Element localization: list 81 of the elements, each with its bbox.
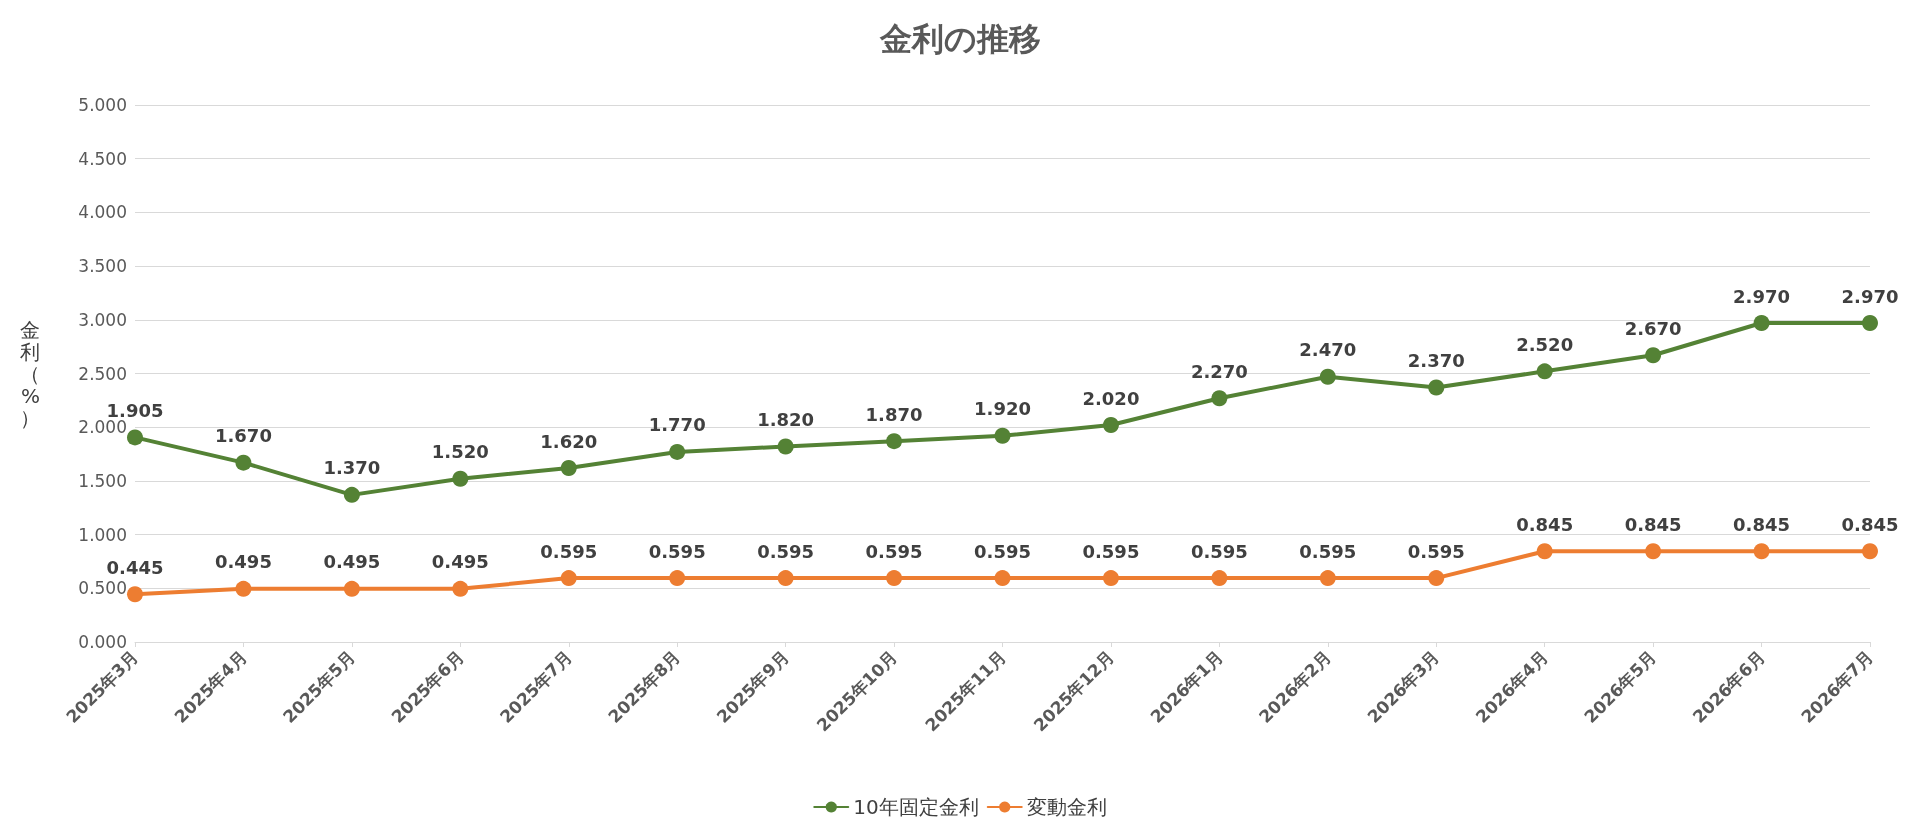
data-label: 0.495 xyxy=(214,551,272,573)
point xyxy=(1753,315,1770,332)
y-tick-label: 3.500 xyxy=(78,256,127,277)
data-label: 0.445 xyxy=(106,556,164,578)
point xyxy=(886,570,903,587)
point xyxy=(994,427,1011,444)
y-tick-label: 4.500 xyxy=(78,148,127,169)
data-label: 2.270 xyxy=(1190,360,1248,382)
data-label: 2.970 xyxy=(1733,285,1791,307)
data-label: 0.595 xyxy=(648,540,706,562)
data-label: 0.845 xyxy=(1624,513,1682,535)
data-label: 0.595 xyxy=(1407,540,1465,562)
point xyxy=(560,460,577,477)
point xyxy=(343,486,360,503)
point xyxy=(127,429,143,446)
point xyxy=(560,570,577,587)
data-label: 0.595 xyxy=(757,540,815,562)
y-tick-label: 0.500 xyxy=(78,578,127,599)
point xyxy=(343,580,360,597)
data-label: 1.770 xyxy=(648,414,706,436)
point xyxy=(1536,363,1553,380)
point xyxy=(452,470,469,487)
y-axis-title: 金利（%） xyxy=(20,317,40,430)
y-tick-label: 0.000 xyxy=(78,632,127,652)
point xyxy=(777,438,794,455)
data-label: 2.020 xyxy=(1082,387,1140,409)
y-tick-label: 1.500 xyxy=(78,470,127,491)
legend-label: 変動金利 xyxy=(1026,795,1107,819)
data-label: 0.595 xyxy=(1190,540,1248,562)
point xyxy=(1319,368,1336,385)
data-label: 2.370 xyxy=(1407,349,1465,371)
data-label: 0.845 xyxy=(1516,513,1574,535)
data-label: 0.595 xyxy=(974,540,1031,562)
point xyxy=(1102,417,1119,434)
data-label: 2.470 xyxy=(1299,339,1357,361)
point xyxy=(1753,543,1770,560)
point xyxy=(1862,543,1878,560)
y-tick-label: 1.000 xyxy=(78,524,127,545)
point xyxy=(1645,347,1662,364)
data-label: 1.370 xyxy=(323,457,381,479)
data-label: 0.845 xyxy=(1841,513,1899,535)
point xyxy=(1211,570,1228,587)
point xyxy=(886,433,903,450)
point xyxy=(127,586,143,603)
data-label: 1.520 xyxy=(431,441,489,463)
point xyxy=(994,570,1011,587)
data-label: 0.595 xyxy=(540,540,598,562)
data-label: 2.670 xyxy=(1624,317,1682,339)
point xyxy=(1428,570,1445,587)
data-label: 0.495 xyxy=(431,551,489,573)
point xyxy=(1102,570,1119,587)
data-label: 2.520 xyxy=(1516,333,1574,355)
y-tick-label: 3.000 xyxy=(78,309,127,330)
y-tick-label: 5.000 xyxy=(78,95,127,115)
point xyxy=(669,443,686,460)
data-label: 1.920 xyxy=(974,398,1031,420)
chart-title: 金利の推移 xyxy=(878,20,1041,58)
data-label: 1.620 xyxy=(540,430,598,452)
data-label: 0.495 xyxy=(323,551,381,573)
point xyxy=(669,570,686,587)
data-label: 0.595 xyxy=(1082,540,1140,562)
data-label: 1.670 xyxy=(214,425,272,447)
data-label: 0.845 xyxy=(1733,513,1791,535)
data-label: 1.820 xyxy=(757,409,815,431)
point xyxy=(1645,543,1662,560)
point xyxy=(1428,379,1445,396)
data-label: 2.970 xyxy=(1841,285,1899,307)
data-label: 0.595 xyxy=(1299,540,1357,562)
point xyxy=(777,570,794,587)
data-label: 1.870 xyxy=(865,403,923,425)
data-label: 0.595 xyxy=(865,540,923,562)
y-tick-label: 2.500 xyxy=(78,363,127,384)
point xyxy=(235,454,252,471)
point xyxy=(1211,390,1228,407)
point xyxy=(1536,543,1553,560)
point xyxy=(452,580,469,597)
point xyxy=(1319,570,1336,587)
legend-label: 10年固定金利 xyxy=(853,795,979,819)
point xyxy=(1862,315,1878,332)
point xyxy=(235,580,252,597)
y-tick-label: 4.000 xyxy=(78,202,127,223)
